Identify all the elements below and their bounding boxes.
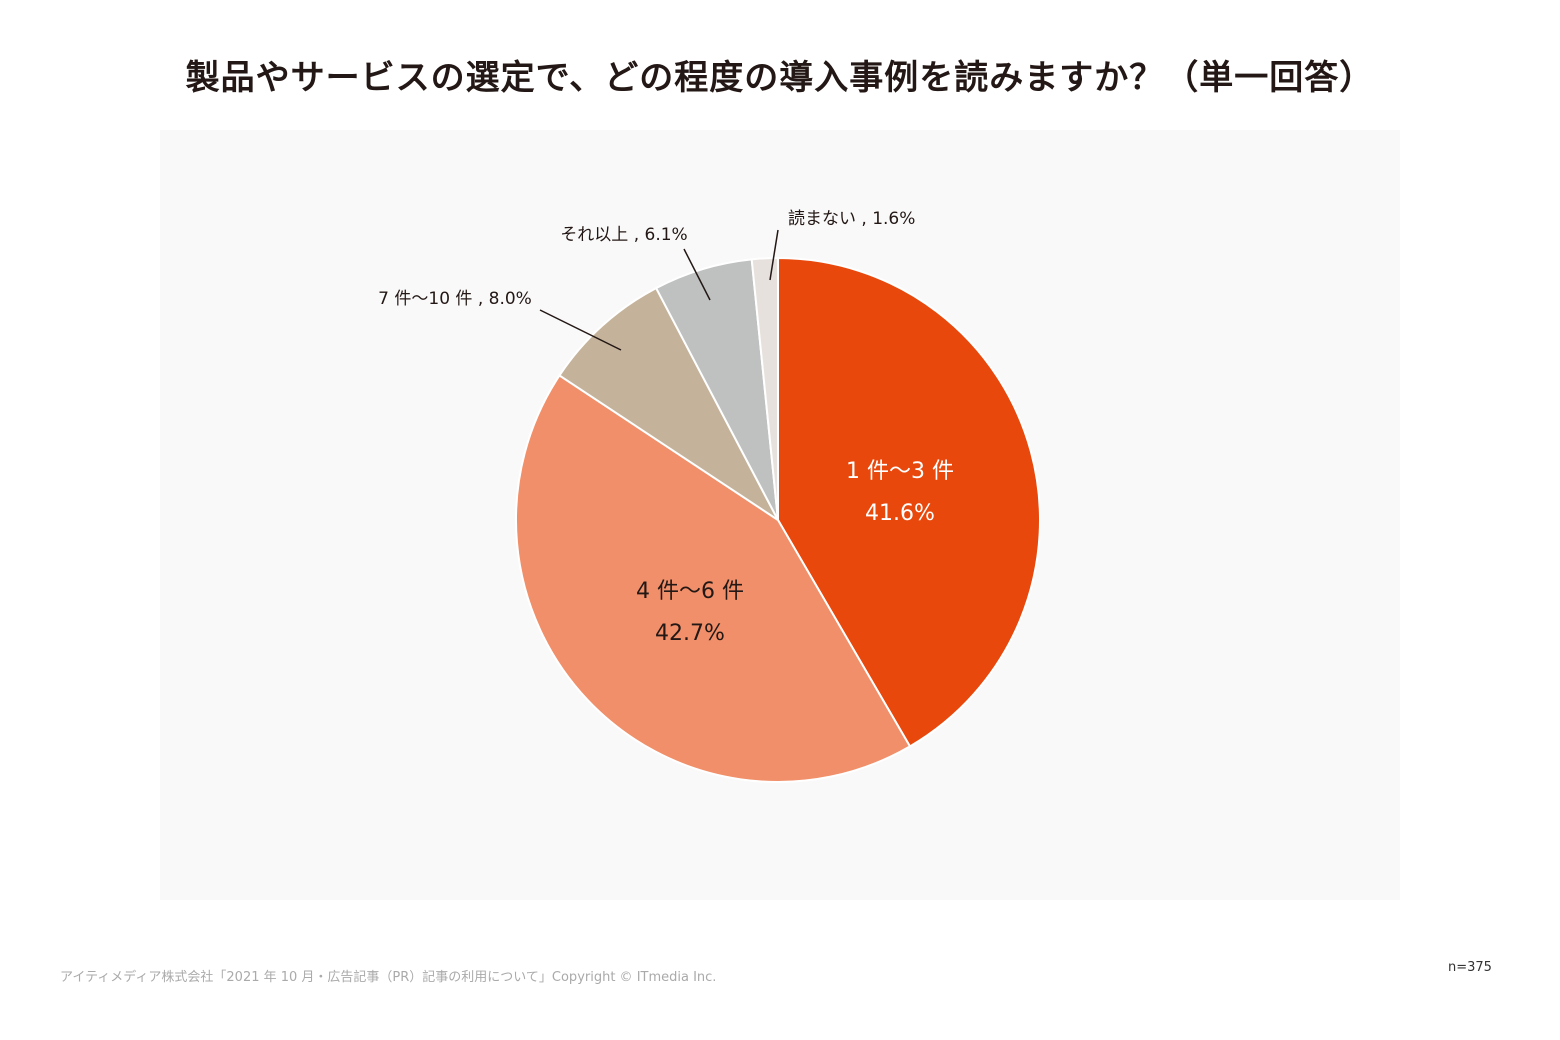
sample-size: n=375 [1448, 960, 1492, 975]
leader-line-3 [539, 309, 622, 351]
slice-value-label-2: 42.7% [655, 621, 725, 646]
source-note: アイティメディア株式会社「2021 年 10 月・広告記事（PR）記事の利用につ… [60, 970, 717, 985]
chart-title: 製品やサービスの選定で、どの程度の導入事例を読みますか？（単一回答） [185, 58, 1375, 98]
slice-name-label-1: 1 件〜3 件 [846, 459, 954, 484]
callout-label-5: 読まない , 1.6% [788, 209, 915, 229]
leader-line-5 [769, 229, 779, 281]
slice-name-label-2: 4 件〜6 件 [636, 579, 744, 604]
callout-label-4: それ以上 , 6.1% [560, 225, 687, 245]
callout-label-3: 7 件〜10 件 , 8.0% [378, 289, 532, 309]
pie-chart: 1 件〜3 件 41.6% 4 件〜6 件 42.7% 7 件〜10 件 , 8.0% そ… [378, 209, 1041, 783]
slice-value-label-1: 41.6% [865, 501, 935, 526]
plot-area: 1 件〜3 件 41.6% 4 件〜6 件 42.7% 7 件〜10 件 , 8.0% そ… [160, 130, 1400, 900]
pie-slice-2 [515, 374, 912, 783]
leader-line-4 [683, 248, 711, 301]
pie-slice-5 [750, 256, 779, 521]
pie-slice-1 [777, 256, 1041, 748]
